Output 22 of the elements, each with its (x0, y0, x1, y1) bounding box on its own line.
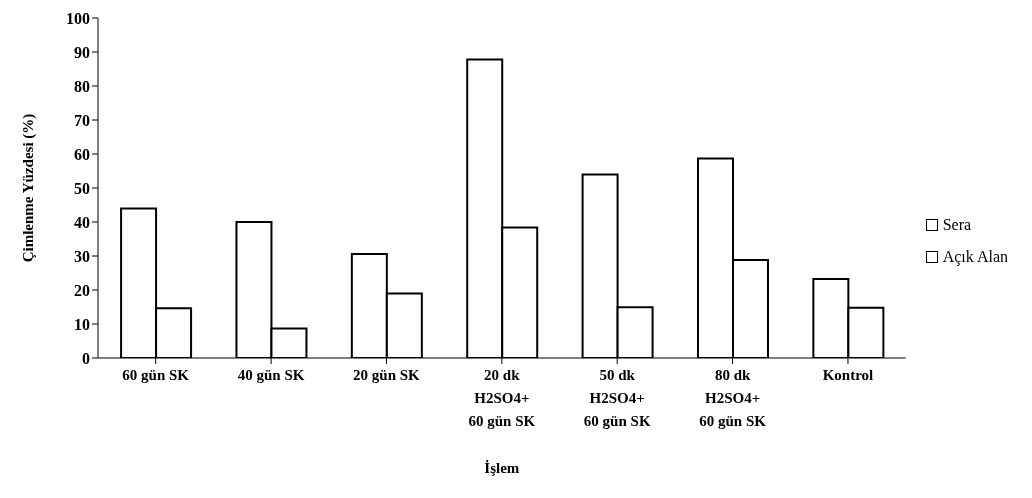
y-axis-title: Çimlenme Yüzdesi (%) (20, 113, 38, 263)
x-tick-label: 20 dk H2SO4+ 60 gün SK (468, 367, 536, 429)
x-tick-label: 60 gün SK (122, 367, 190, 383)
x-tick-label: 50 dk H2SO4+ 60 gün SK (583, 367, 651, 429)
y-tick-label: 60 (74, 145, 90, 163)
y-tick-label: 90 (74, 43, 90, 61)
y-tick-label: 50 (74, 179, 90, 197)
x-tick-label: 40 gün SK (237, 367, 305, 383)
x-axis-title: İşlem (484, 460, 520, 476)
y-tick-label: 40 (74, 213, 90, 231)
y-tick-label: 30 (74, 247, 90, 265)
legend-label: Açık Alan (942, 248, 1008, 266)
y-tick-label: 100 (66, 9, 90, 27)
y-tick-label: 0 (82, 349, 90, 367)
y-tick-label: 10 (74, 315, 90, 333)
y-tick-label: 70 (74, 111, 90, 129)
x-tick-label: 20 gün SK (353, 367, 421, 383)
x-tick-label: Kontrol (822, 367, 874, 383)
y-tick-label: 80 (74, 77, 90, 95)
x-tick-label: 80 dk H2SO4+ 60 gün SK (699, 367, 767, 429)
y-tick-label: 20 (74, 281, 90, 299)
legend-label: Sera (942, 216, 972, 234)
